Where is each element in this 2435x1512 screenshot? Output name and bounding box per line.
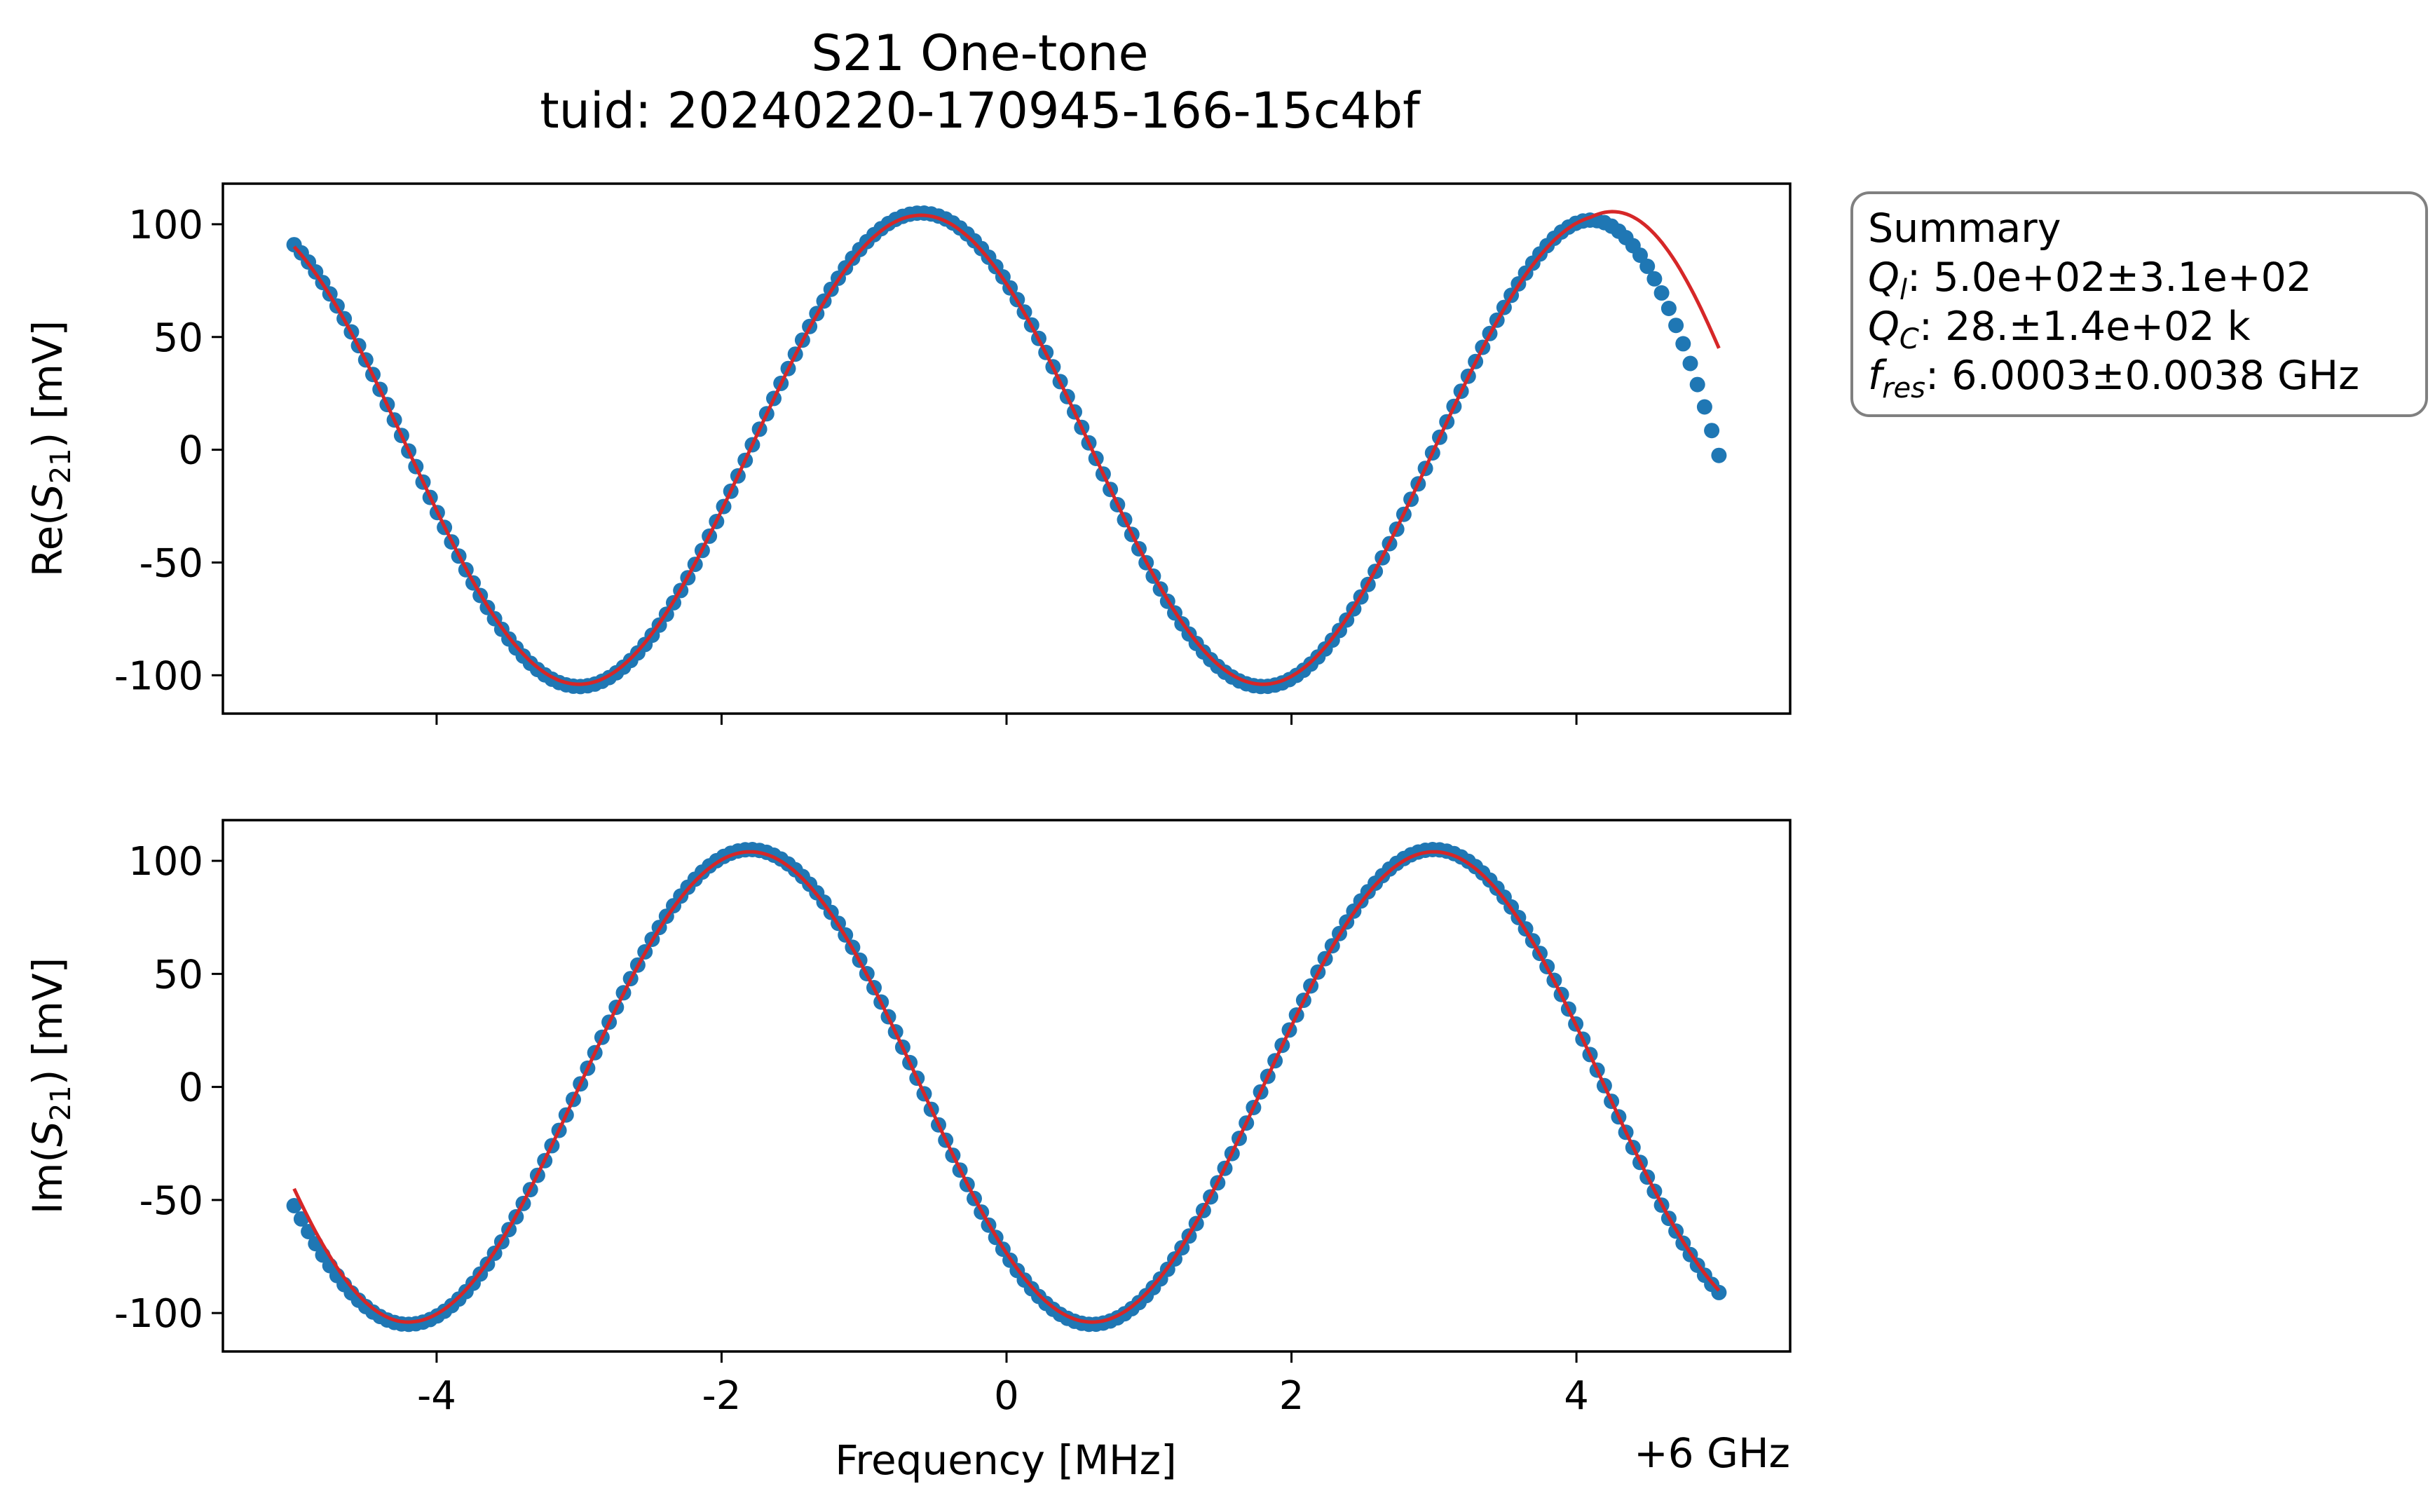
y-tick-label: 50 <box>154 952 203 997</box>
summary-legend-box: Summary Ql: 5.0e+02±3.1e+02 QC: 28.±1.4e… <box>1850 191 2428 417</box>
y-tick-label: 50 <box>154 315 203 361</box>
summary-heading: Summary <box>1868 205 2061 252</box>
imaginary-part-panel: 100 50 0 -50 -100 -4 -2 0 2 4 Im(S21) [mV] <box>24 819 1792 1419</box>
y-tick-label: -100 <box>114 1291 203 1337</box>
real-fit-line <box>292 210 1721 686</box>
y-tick-label: -50 <box>139 1178 203 1224</box>
data-point <box>1696 399 1712 415</box>
summary-line-ql: Ql: 5.0e+02±3.1e+02 <box>1868 254 2312 306</box>
data-point <box>1682 355 1698 372</box>
data-point <box>1668 318 1684 334</box>
x-tick-label: 0 <box>994 1373 1019 1419</box>
y-tick-label: 100 <box>128 203 203 248</box>
chart-subtitle: tuid: 20240220-170945-166-15c4bf <box>540 82 1421 139</box>
x-offset-label: +6 GHz <box>1634 1429 1790 1477</box>
data-point <box>1639 258 1656 274</box>
x-tick-label: 2 <box>1279 1373 1304 1419</box>
chart-title: S21 One-tone <box>811 25 1148 82</box>
summary-box-frame <box>1850 191 2428 417</box>
y-tick-label: 100 <box>128 839 203 885</box>
x-axis-label: Frequency [MHz] <box>835 1436 1176 1484</box>
y-tick-label: -50 <box>139 540 203 586</box>
imag-fit-line <box>292 850 1721 1324</box>
y-axis-label: Re(S21) [mV] <box>24 320 77 577</box>
summary-line-fres: fres: 6.0003±0.0038 GHz <box>1868 353 2359 404</box>
summary-line-qc: QC: 28.±1.4e+02 k <box>1868 304 2251 355</box>
data-point <box>1711 447 1727 463</box>
imag-data-series <box>286 842 1727 1333</box>
data-point <box>1675 336 1691 352</box>
real-data-series <box>286 205 1727 695</box>
y-tick-label: 0 <box>178 1065 203 1111</box>
y-axis-label: Im(S21) [mV] <box>24 958 77 1214</box>
axes-frame <box>221 819 1792 1353</box>
x-tick-label: -2 <box>702 1373 742 1419</box>
data-point <box>1653 285 1670 301</box>
data-point <box>1660 301 1677 316</box>
axes-frame <box>221 182 1792 715</box>
data-point <box>286 1198 302 1213</box>
data-point <box>1632 247 1648 264</box>
data-point <box>1689 376 1705 393</box>
data-point <box>1704 423 1720 439</box>
data-point <box>1646 271 1663 287</box>
real-part-panel: 100 50 0 -50 -100 Re(S21) [mV] <box>24 182 1792 725</box>
y-tick-label: -100 <box>114 653 203 699</box>
x-tick-label: 4 <box>1564 1373 1589 1419</box>
x-tick-label: -4 <box>417 1373 456 1419</box>
y-tick-label: 0 <box>178 428 203 474</box>
